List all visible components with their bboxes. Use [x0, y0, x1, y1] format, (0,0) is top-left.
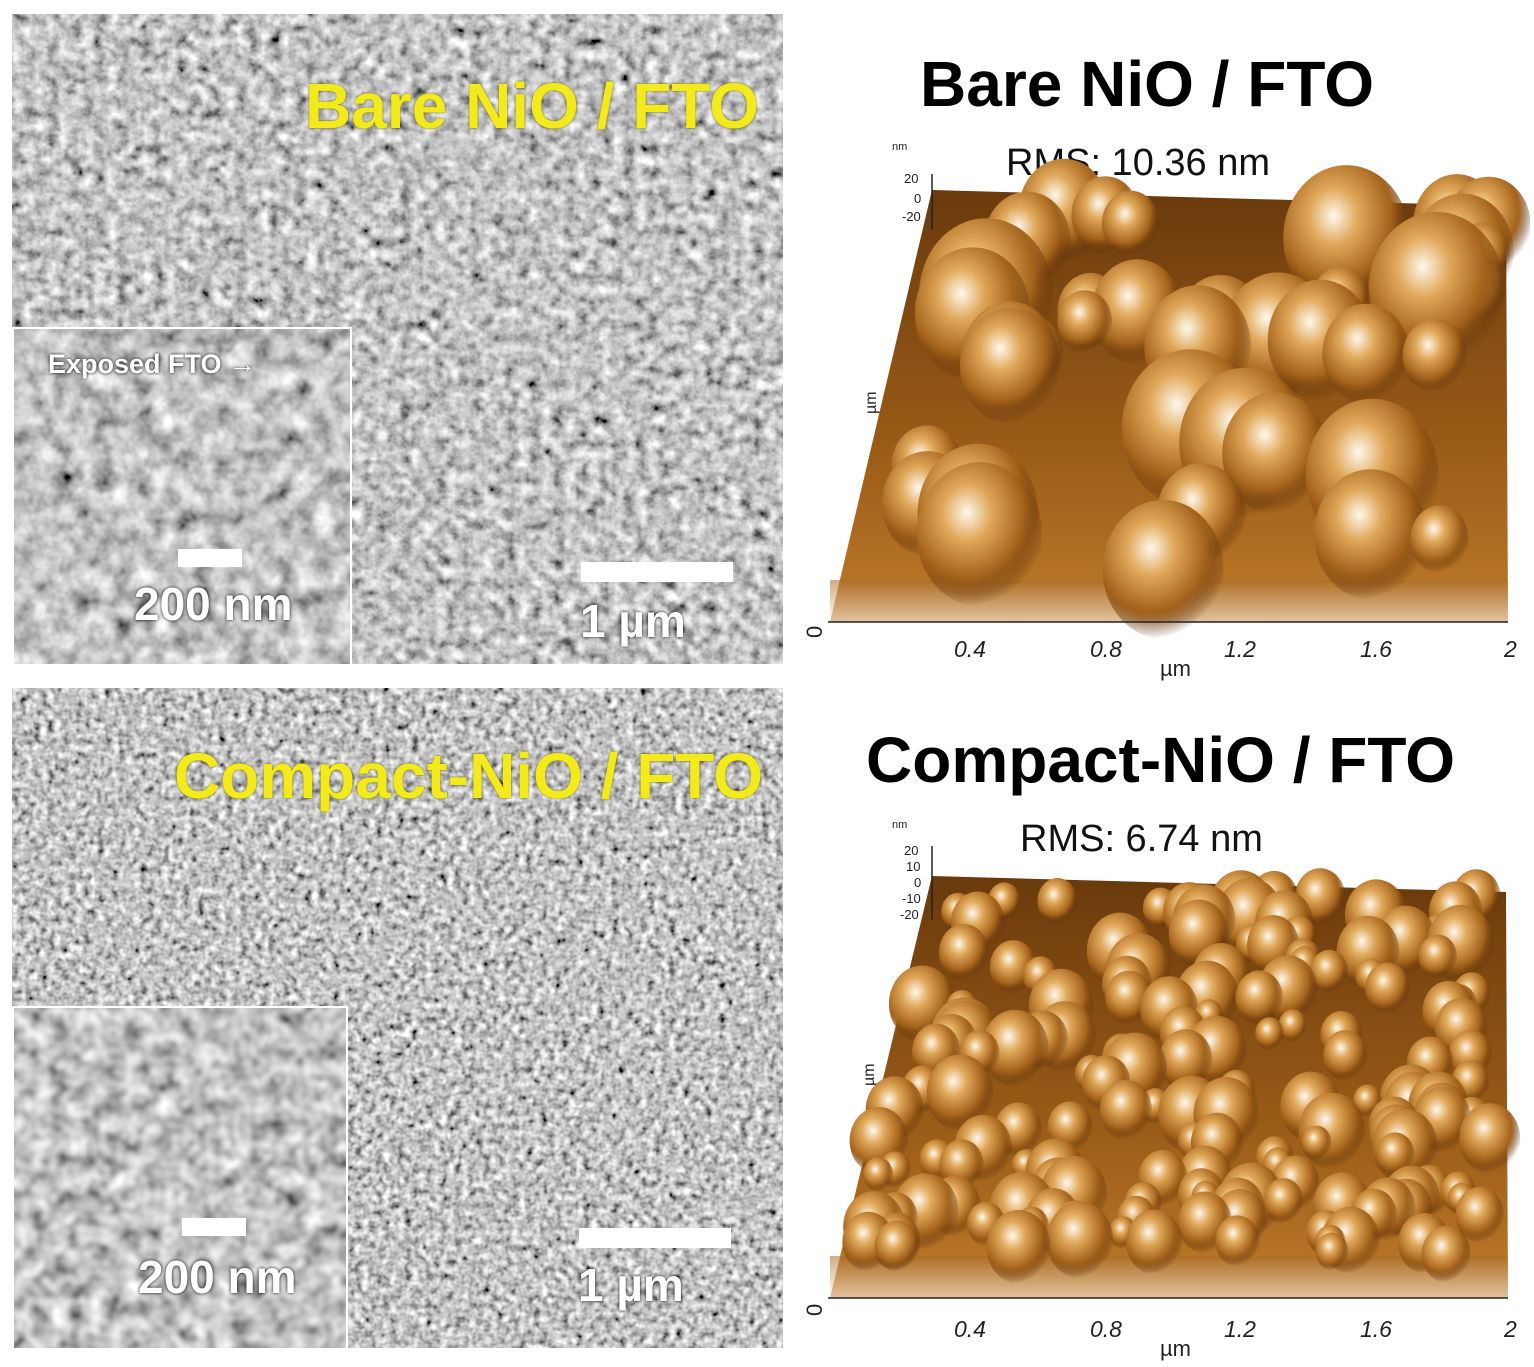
afm-grain: [1418, 934, 1458, 979]
x-tick: 1.6: [1360, 1316, 1392, 1342]
x-tick: 1.6: [1360, 636, 1392, 662]
afm-grain: [926, 1054, 993, 1131]
x-tick: 2: [1504, 1316, 1517, 1342]
afm-panel-bare: Bare NiO / FTO RMS: 10.36 nm nm 20 0 -20…: [800, 40, 1530, 690]
z-tick: 10: [906, 859, 921, 874]
x-tick: 1.2: [1224, 1316, 1256, 1342]
x-tick: 0.4: [954, 636, 986, 662]
afm-title: Bare NiO / FTO: [920, 48, 1375, 120]
afm-grain: [1323, 1030, 1368, 1081]
z-tick: 20: [904, 843, 919, 858]
afm-grain: [1101, 190, 1160, 257]
afm-grain: [1365, 962, 1411, 1015]
z-tick: -10: [902, 891, 921, 906]
afm-grain: [959, 307, 1061, 424]
afm-grain: [1455, 1187, 1504, 1243]
sem-image-bare: Bare NiO / FTO Exposed FTO → 200 nm 1 µm: [12, 14, 783, 664]
scale-label: 1 µm: [580, 595, 686, 647]
afm-grain: [1046, 1201, 1114, 1279]
afm-grain: [1159, 1029, 1213, 1091]
x-axis-unit: µm: [1160, 656, 1192, 681]
afm-grain: [986, 1210, 1051, 1284]
z-axis-unit: nm: [892, 819, 908, 831]
afm-grain: [1215, 1215, 1260, 1267]
inset-scale-label: 200 nm: [134, 578, 293, 630]
afm-grain: [1421, 1225, 1471, 1283]
afm-title: Compact-NiO / FTO: [866, 724, 1456, 796]
x-origin: 0: [802, 625, 827, 638]
afm-grain: [1410, 505, 1469, 573]
afm-grain: [1376, 1132, 1415, 1177]
afm-grain: [1322, 303, 1410, 405]
x-origin: 0: [802, 1303, 827, 1316]
afm-grain: [1255, 1017, 1284, 1051]
afm-grain: [1301, 1125, 1332, 1160]
afm-panel-compact: Compact-NiO / FTO RMS: 6.74 nm nm 20 10 …: [800, 716, 1530, 1366]
inset-scale-bar: [178, 549, 242, 567]
sem-title: Bare NiO / FTO: [304, 70, 759, 142]
afm-grain: [1278, 1009, 1307, 1042]
afm-grain: [1459, 1103, 1521, 1174]
z-tick: -20: [902, 209, 921, 224]
x-tick: 1.2: [1224, 636, 1256, 662]
x-axis-unit: µm: [1160, 1336, 1192, 1361]
scale-bar: [579, 1228, 731, 1248]
afm-grain: [1099, 1079, 1152, 1140]
afm-grain: [1222, 392, 1328, 514]
x-tick: 0.8: [1090, 636, 1122, 662]
afm-grain: [874, 1220, 920, 1272]
sem-inset: Exposed FTO → 200 nm: [12, 327, 352, 664]
z-tick: 0: [914, 191, 922, 206]
afm-grain: [981, 1009, 1049, 1087]
afm-grain: [1057, 290, 1112, 353]
afm-grain: [939, 924, 989, 981]
z-tick: 20: [904, 171, 919, 186]
inset-scale-label: 200 nm: [138, 1251, 297, 1303]
sem-image-compact: Compact-NiO / FTO 200 nm 1 µm: [12, 688, 783, 1348]
afm-grain: [1310, 949, 1348, 994]
afm-grain: [1235, 970, 1283, 1025]
scale-bar: [581, 562, 733, 582]
rms-value: RMS: 6.74 nm: [1020, 818, 1263, 860]
z-tick: 0: [914, 875, 922, 890]
afm-surface: [828, 846, 1521, 1299]
afm-grain: [1314, 469, 1428, 600]
afm-surface: [828, 158, 1530, 639]
scale-label: 1 µm: [578, 1259, 684, 1311]
inset-scale-bar: [182, 1218, 246, 1236]
exposed-fto-label: Exposed FTO →: [48, 349, 257, 379]
z-tick: -20: [900, 907, 919, 922]
afm-grain: [916, 462, 1043, 607]
sem-title: Compact-NiO / FTO: [173, 740, 763, 812]
afm-grain: [863, 1157, 894, 1192]
x-tick: 2: [1504, 636, 1517, 662]
afm-grain: [1315, 1232, 1349, 1271]
x-tick: 0.4: [954, 1316, 986, 1342]
z-axis-unit: nm: [892, 141, 908, 153]
afm-grain: [1037, 878, 1078, 925]
afm-grain: [1263, 1178, 1304, 1224]
afm-grain: [1102, 499, 1224, 639]
x-tick: 0.8: [1090, 1316, 1122, 1342]
sem-inset: 200 nm: [12, 1006, 348, 1348]
afm-grain: [1126, 1209, 1183, 1275]
afm-grain: [1402, 319, 1467, 393]
